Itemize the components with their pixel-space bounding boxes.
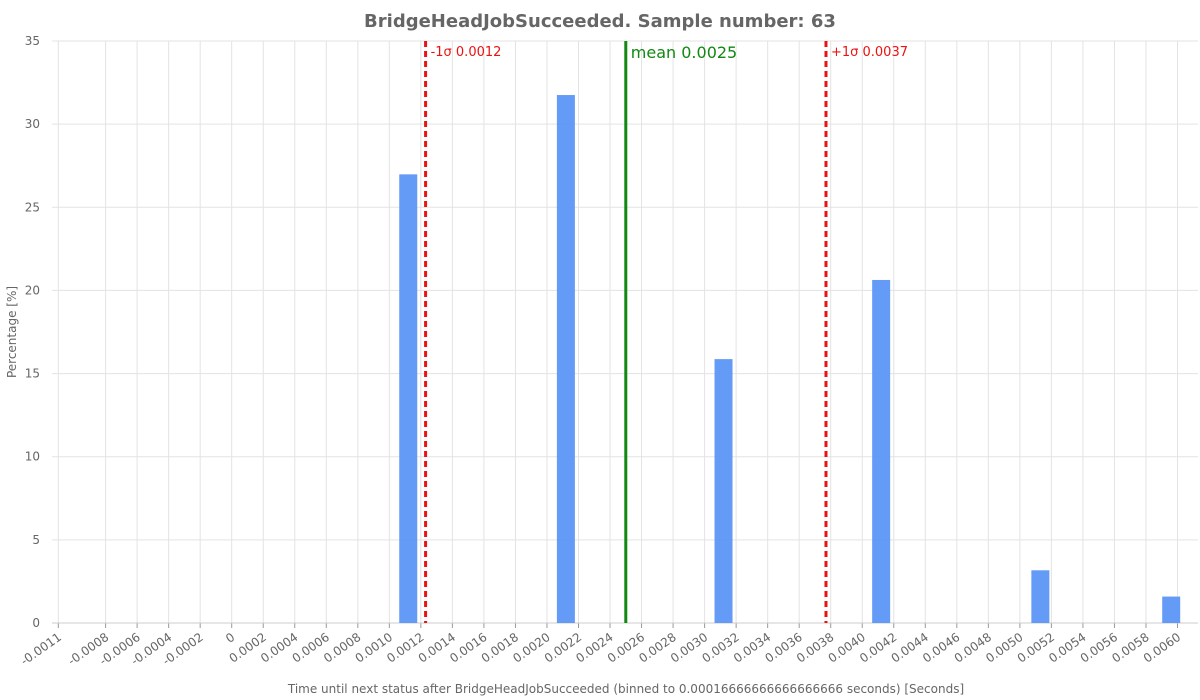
y-tick-label: 15 (25, 367, 40, 381)
reference-label: mean 0.0025 (631, 43, 737, 62)
reference-label: -1σ 0.0012 (431, 45, 502, 60)
bar (1031, 570, 1050, 623)
y-tick-label: 30 (25, 117, 40, 131)
bar (872, 279, 891, 623)
bar (714, 359, 733, 623)
y-tick-label: 5 (32, 533, 40, 547)
y-tick-label: 10 (25, 450, 40, 464)
y-tick-label: 35 (25, 34, 40, 48)
x-axis-label: Time until next status after BridgeHeadJ… (287, 682, 964, 696)
x-tick-label: -0.0011 (18, 630, 64, 668)
reference-label: +1σ 0.0037 (831, 45, 908, 60)
y-tick-label: 0 (32, 616, 40, 630)
bar (556, 95, 575, 624)
y-tick-label: 20 (25, 283, 40, 297)
x-tick-label: 0 (223, 630, 237, 646)
chart-title: BridgeHeadJobSucceeded. Sample number: 6… (364, 11, 836, 32)
bar (399, 174, 418, 623)
y-tick-label: 25 (25, 200, 40, 214)
y-axis-label: Percentage [%] (5, 286, 19, 378)
bar (1162, 596, 1181, 623)
